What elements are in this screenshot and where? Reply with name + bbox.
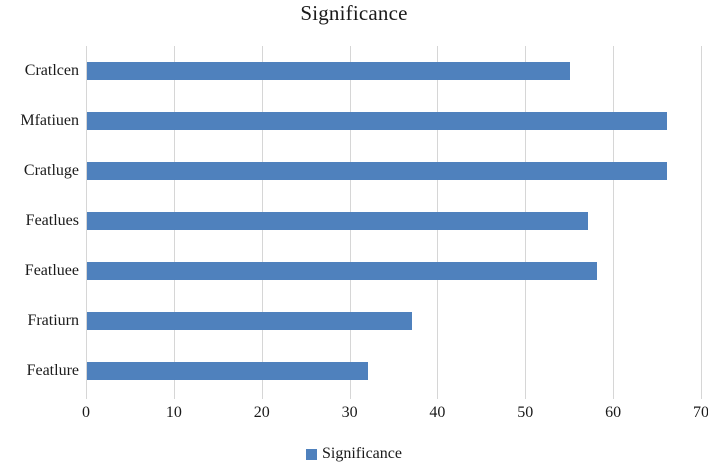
bar-featlues bbox=[87, 212, 588, 230]
gridline bbox=[701, 46, 702, 399]
legend-swatch-icon bbox=[306, 448, 318, 460]
gridline bbox=[86, 46, 87, 399]
bar-mfatiuen bbox=[87, 112, 667, 130]
bar-cratlcen bbox=[87, 62, 571, 80]
category-label: Featlure bbox=[26, 362, 79, 379]
x-tick-label: 30 bbox=[341, 404, 358, 421]
legend: Significance bbox=[0, 445, 708, 463]
bar-featlure bbox=[87, 362, 369, 380]
category-label: Cratlcen bbox=[24, 62, 79, 79]
category-label: Fratiurn bbox=[27, 312, 79, 329]
bar-featluee bbox=[87, 262, 597, 280]
category-label: Featluee bbox=[24, 262, 79, 279]
x-tick-label: 40 bbox=[429, 404, 446, 421]
bar-cratluge bbox=[87, 162, 667, 180]
x-tick-label: 50 bbox=[517, 404, 534, 421]
x-tick-label: 10 bbox=[165, 404, 182, 421]
category-label: Mfatiuen bbox=[20, 112, 79, 129]
gridline bbox=[613, 46, 615, 399]
x-tick-label: 0 bbox=[82, 404, 90, 421]
category-label: Cratluge bbox=[23, 162, 79, 179]
bar-fratiurn bbox=[87, 312, 413, 330]
category-label: Featlues bbox=[25, 212, 79, 229]
x-tick-label: 60 bbox=[605, 404, 622, 421]
chart-title: Significance bbox=[300, 1, 408, 25]
legend-label: Significance bbox=[322, 445, 402, 462]
x-tick-label: 20 bbox=[253, 404, 270, 421]
x-tick-label: 70 bbox=[693, 404, 708, 421]
plot-area bbox=[86, 46, 702, 399]
